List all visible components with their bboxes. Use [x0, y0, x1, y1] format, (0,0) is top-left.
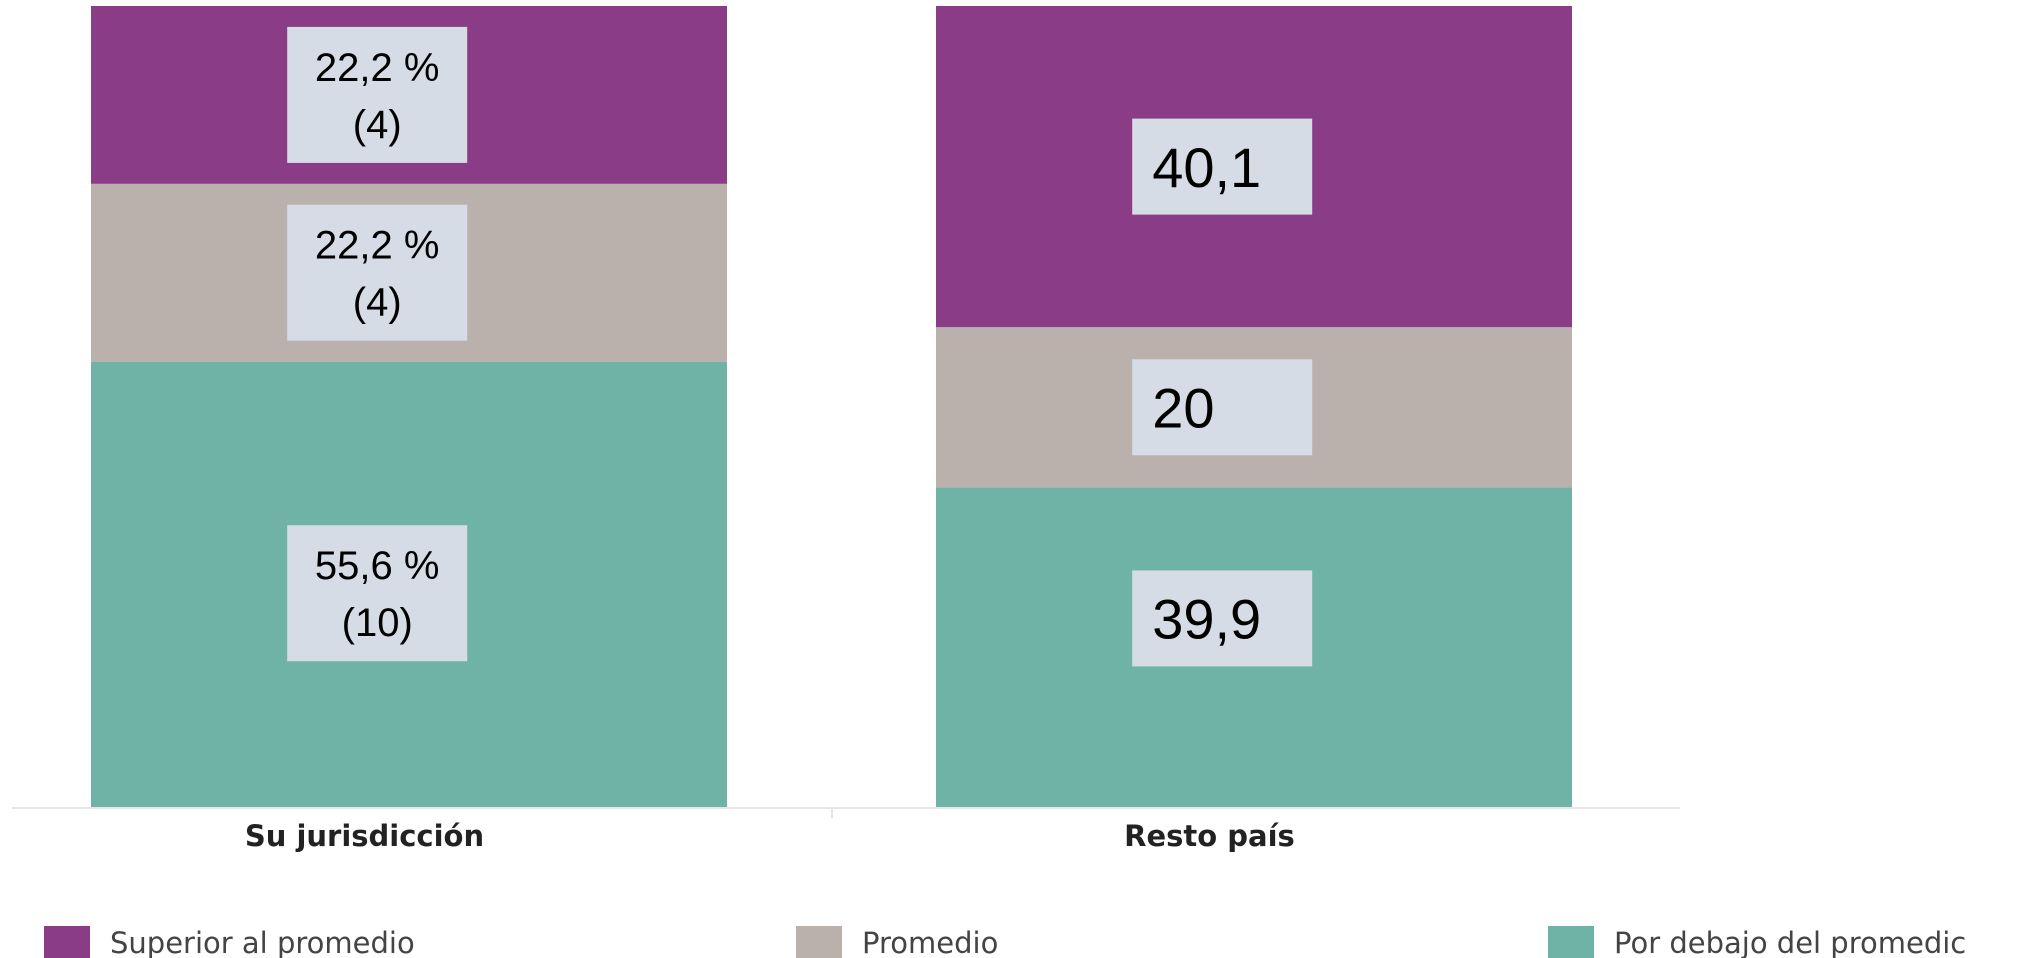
data-label-box	[1132, 570, 1313, 667]
data-label: (10)	[342, 601, 413, 645]
data-label: 22,2 %	[315, 224, 440, 268]
data-label: 55,6 %	[315, 544, 440, 588]
legend-swatch[interactable]	[1548, 926, 1594, 958]
data-label-box	[287, 525, 468, 662]
x-tick-label: Resto país	[1124, 819, 1295, 853]
legend-item-label[interactable]: Superior al promedio	[110, 926, 415, 958]
legend-item-label[interactable]: Por debajo del promedic	[1614, 926, 1966, 958]
data-label: 20	[1152, 376, 1214, 439]
data-label-box	[287, 26, 468, 163]
legend-item-label[interactable]: Promedio	[862, 926, 998, 958]
x-tick-labels: Su jurisdicción Resto país	[245, 819, 1295, 853]
data-label: 22,2 %	[315, 46, 440, 90]
data-label: 40,1	[1152, 136, 1261, 199]
legend[interactable]: Superior al promedio Promedio Por debajo d…	[44, 926, 1966, 958]
data-labels-layer: 55,6 % (10) 22,2 % (4) 22,2 % (4) 39,9 20 40,1	[287, 26, 1313, 667]
data-label-box	[1132, 118, 1313, 215]
data-label: (4)	[353, 281, 402, 325]
legend-swatch[interactable]	[796, 926, 842, 958]
data-label-box	[287, 204, 468, 341]
data-label-box	[1132, 359, 1313, 456]
legend-swatch[interactable]	[44, 926, 90, 958]
x-tick-label: Su jurisdicción	[245, 819, 484, 853]
data-label: 39,9	[1152, 588, 1261, 651]
data-label: (4)	[353, 103, 402, 147]
